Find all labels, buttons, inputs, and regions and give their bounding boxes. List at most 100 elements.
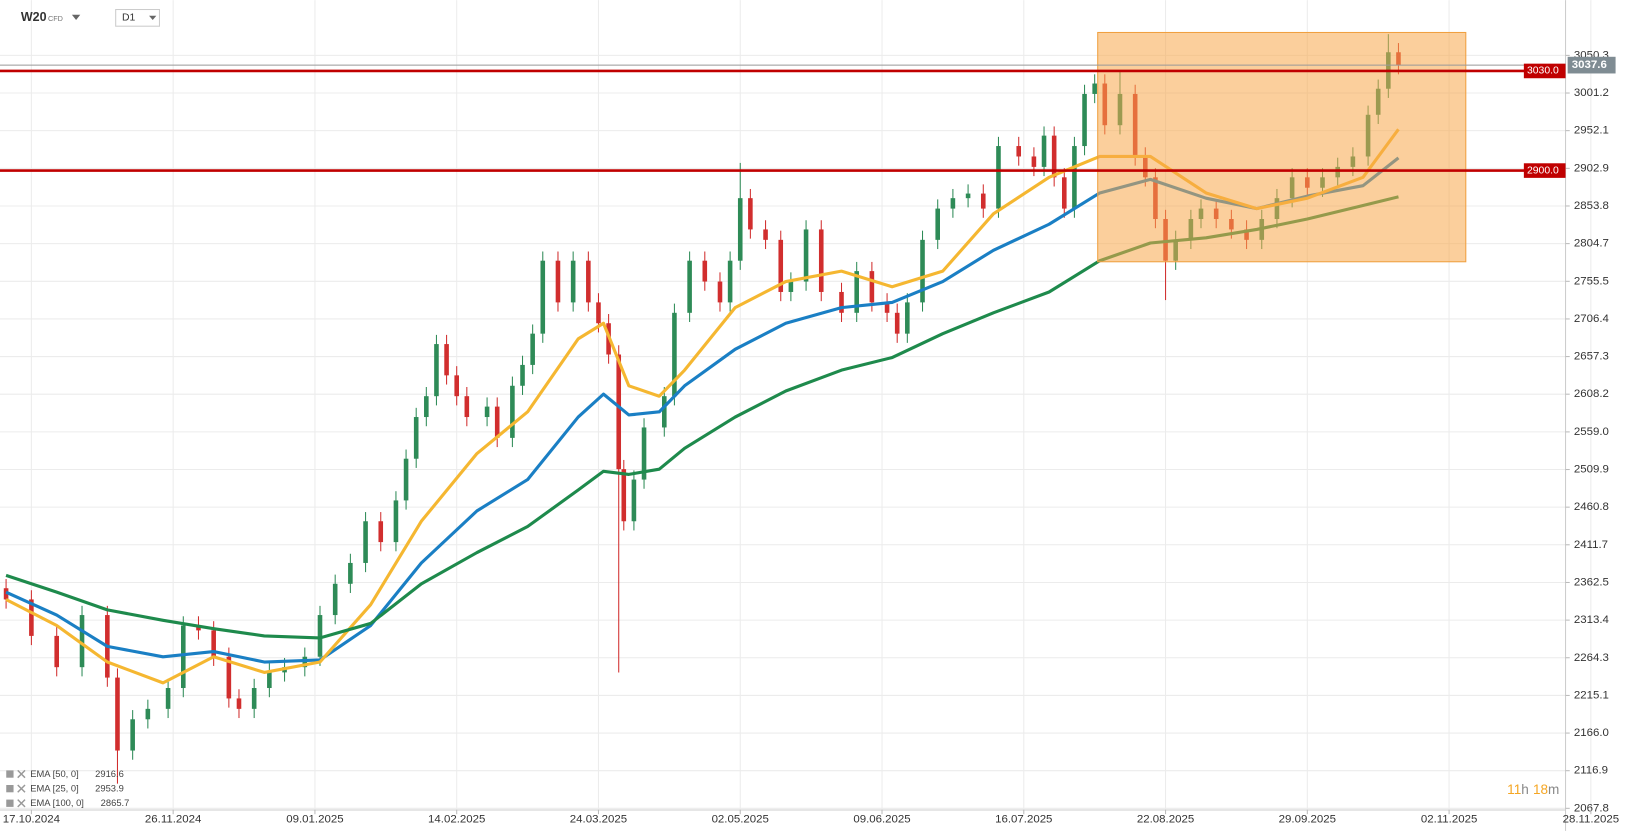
level-label-box xyxy=(1523,63,1566,79)
legend-value: 2916.6 xyxy=(95,769,124,779)
candle-body xyxy=(317,615,323,657)
candle-body xyxy=(115,677,120,751)
candle-body xyxy=(1051,135,1057,178)
candle-body xyxy=(180,625,186,689)
current-price-label: 3037.6 xyxy=(1572,59,1607,71)
y-tick-label: 2509.9 xyxy=(1574,464,1609,476)
candle-body xyxy=(444,344,449,376)
legend-value: 2953.9 xyxy=(95,784,124,794)
y-tick-label: 2067.8 xyxy=(1574,802,1609,814)
legend-remove[interactable] xyxy=(17,769,26,779)
x-tick-label: 28.11.2025 xyxy=(1563,813,1619,825)
legend-icon xyxy=(6,799,14,807)
y-tick-label: 2902.9 xyxy=(1574,162,1609,174)
symbol[interactable]: W20 xyxy=(21,10,47,24)
candle-body xyxy=(424,396,429,418)
y-tick-label: 2559.0 xyxy=(1574,426,1609,438)
x-tick-label: 02.05.2025 xyxy=(712,813,769,825)
candle-body xyxy=(332,583,338,616)
y-tick-label: 2952.1 xyxy=(1574,125,1609,137)
candle-body xyxy=(1031,156,1037,167)
candle-body xyxy=(737,198,743,261)
level-label: 3030.0 xyxy=(1527,66,1559,77)
candle-body xyxy=(996,146,1001,209)
candle-body xyxy=(727,260,733,303)
candle-body xyxy=(854,271,859,313)
candle-body xyxy=(251,688,257,709)
countdown-m: m xyxy=(1548,782,1559,797)
candle-body xyxy=(413,417,419,459)
y-tick-label: 2706.4 xyxy=(1574,313,1610,325)
interval[interactable]: D1 xyxy=(122,13,136,24)
x-tick-label: 29.09.2025 xyxy=(1279,813,1336,825)
candle-body xyxy=(494,406,500,438)
legend-name: EMA [100, 0] xyxy=(30,798,84,808)
candle-body xyxy=(378,521,384,543)
countdown: 11h 18m xyxy=(1507,782,1559,797)
candle-body xyxy=(839,291,844,313)
candle-body xyxy=(29,599,34,636)
candle-body xyxy=(894,312,900,334)
y-tick-label: 2853.8 xyxy=(1574,200,1609,212)
candle-body xyxy=(196,625,201,631)
candle-body xyxy=(79,615,85,668)
y-tick-label: 2411.7 xyxy=(1574,539,1608,551)
candle-body xyxy=(520,364,525,386)
legend-name: EMA [25, 0] xyxy=(30,784,78,794)
candle-body xyxy=(641,427,647,480)
candle-body xyxy=(510,385,515,438)
y-tick-label: 2460.8 xyxy=(1574,501,1609,513)
candle-body xyxy=(1072,146,1077,209)
candle-body xyxy=(702,260,708,282)
candle-body xyxy=(570,260,576,303)
candle-body xyxy=(403,458,409,501)
y-tick-label: 2215.1 xyxy=(1574,689,1609,701)
candle-body xyxy=(905,302,910,334)
current-price-box xyxy=(1567,56,1616,74)
x-tick-label: 17.10.2024 xyxy=(3,813,61,825)
candle-body xyxy=(717,281,723,303)
level-label: 2900.0 xyxy=(1527,165,1559,176)
interval-dropdown[interactable] xyxy=(149,15,157,20)
x-tick-label: 02.11.2025 xyxy=(1421,813,1477,825)
plot xyxy=(0,31,1566,784)
candle-body xyxy=(393,500,399,543)
symbol-dropdown[interactable] xyxy=(71,14,81,20)
legend-icon xyxy=(6,770,14,778)
candle-body xyxy=(454,375,459,397)
y-tick-label: 2362.5 xyxy=(1574,577,1609,589)
legend-value: 2865.7 xyxy=(101,798,130,808)
candle-body xyxy=(211,630,216,657)
legend-remove[interactable] xyxy=(17,799,26,808)
legend-remove[interactable] xyxy=(17,784,26,793)
candle-body xyxy=(621,469,627,522)
candle-body xyxy=(950,198,956,209)
y-tick-label: 2755.5 xyxy=(1574,275,1609,287)
interval-box[interactable] xyxy=(115,9,160,27)
candle-body xyxy=(1092,83,1097,94)
candle-body xyxy=(980,193,986,209)
y-tick-label: 2313.4 xyxy=(1574,614,1610,626)
legend-name: EMA [50, 0] xyxy=(30,769,78,779)
instrument: CFD xyxy=(48,14,63,23)
candle-body xyxy=(1082,93,1087,147)
legend-icon xyxy=(6,784,14,793)
candle-body xyxy=(803,229,809,282)
candle-body xyxy=(54,635,60,668)
candle-body xyxy=(434,344,439,397)
candle-body xyxy=(818,229,824,292)
candle-body xyxy=(165,688,171,709)
candle-body xyxy=(748,198,753,230)
candle-body xyxy=(965,193,971,199)
candle-body xyxy=(464,396,470,418)
candle-body xyxy=(884,302,890,313)
candle-body xyxy=(540,260,546,334)
candle-body xyxy=(1041,135,1047,167)
candle-body xyxy=(586,260,591,303)
candle-body xyxy=(778,239,784,292)
candle-body xyxy=(672,312,677,397)
candle-body xyxy=(236,698,242,709)
x-tick-label: 24.03.2025 xyxy=(570,813,627,825)
candle-body xyxy=(631,479,637,522)
candle-body xyxy=(363,521,368,563)
